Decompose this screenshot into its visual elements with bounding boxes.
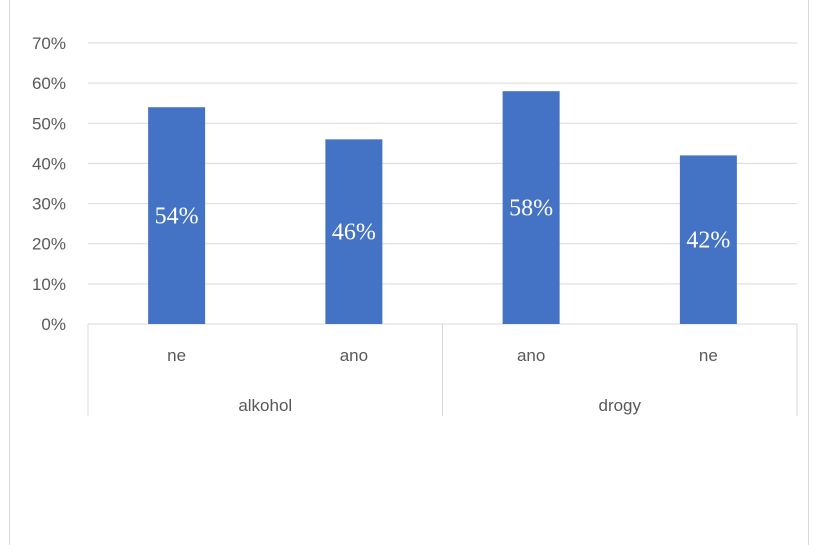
y-tick-label: 30%: [32, 195, 66, 214]
data-label: 46%: [332, 220, 376, 246]
data-label: 58%: [509, 196, 553, 222]
y-tick-label: 0%: [41, 315, 66, 334]
x-axis: ne ano ano ne alkohol drogy: [87, 324, 798, 416]
chart-frame: [9, 0, 809, 545]
y-tick-label: 70%: [32, 34, 66, 53]
bar: [148, 107, 206, 324]
y-tick-label: 20%: [32, 235, 66, 254]
data-label: 54%: [155, 204, 199, 230]
bar: [679, 155, 737, 324]
x-category-label: ano: [517, 346, 545, 365]
y-tick-label: 50%: [32, 114, 66, 133]
x-group-label: drogy: [598, 396, 641, 415]
y-tick-label: 40%: [32, 154, 66, 173]
y-axis-ticks: 0% 10% 20% 30% 40% 50% 60% 70%: [32, 34, 66, 334]
data-label: 42%: [686, 228, 730, 254]
bar: [325, 139, 383, 324]
x-category-label: ne: [167, 346, 186, 365]
bars: [148, 91, 737, 325]
y-tick-label: 60%: [32, 74, 66, 93]
x-category-label: ne: [699, 346, 718, 365]
y-tick-label: 10%: [32, 275, 66, 294]
x-category-label: ano: [340, 346, 368, 365]
bar: [502, 91, 560, 325]
data-labels: 54% 46% 58% 42%: [155, 196, 731, 254]
x-group-label: alkohol: [238, 396, 292, 415]
